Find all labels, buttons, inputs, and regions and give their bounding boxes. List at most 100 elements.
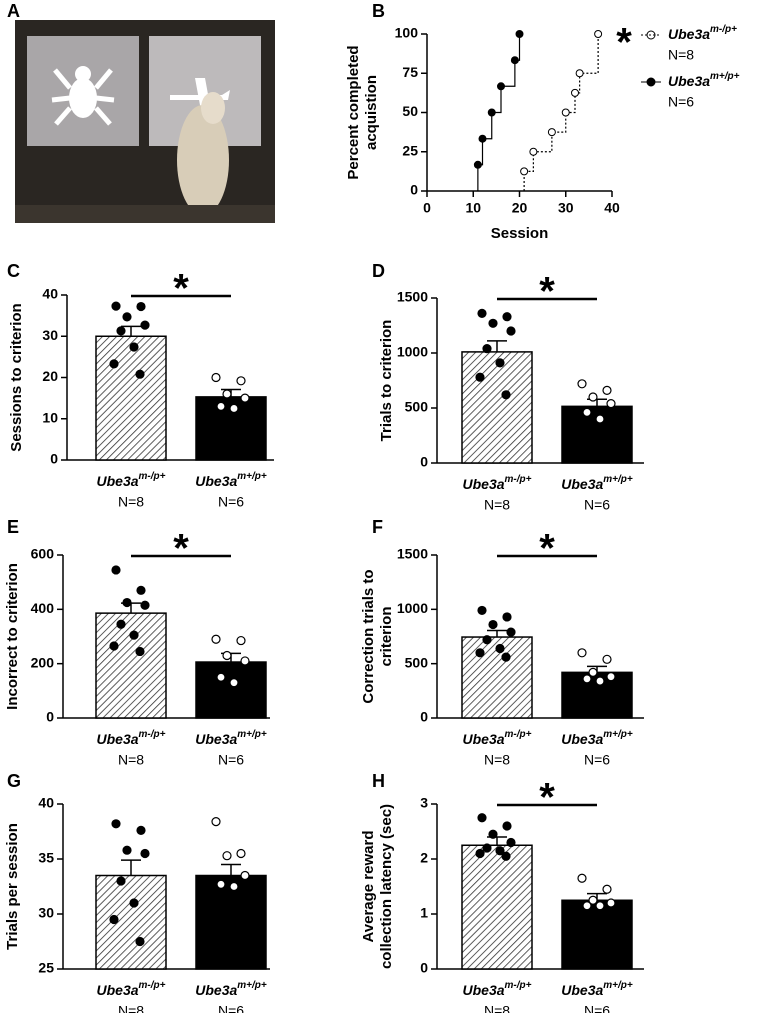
x-tick-label: 10: [465, 200, 481, 216]
data-point: [577, 873, 587, 883]
y-axis-label: Percent completed: [345, 45, 362, 179]
data-point: [488, 829, 498, 839]
genotype-name: Ube3a: [463, 982, 505, 998]
data-point: [502, 821, 512, 831]
bar: [195, 661, 267, 719]
genotype-name: Ube3a: [561, 731, 603, 747]
genotype-superscript: m-/p+: [505, 474, 532, 485]
y-tick-label: 2: [420, 850, 428, 866]
y-axis-label: Average reward: [360, 830, 377, 942]
x-axis-label: Session: [491, 225, 549, 242]
y-tick-label: 3: [420, 795, 428, 811]
data-point: [482, 344, 492, 354]
genotype-name: Ube3a: [561, 982, 603, 998]
data-point: [216, 672, 226, 682]
category-n: N=6: [584, 497, 610, 513]
y-tick-label: 600: [31, 546, 55, 562]
data-point: [515, 30, 524, 38]
data-point: [495, 358, 505, 368]
y-axis-label: Trials per session: [4, 823, 21, 950]
y-tick-label: 0: [46, 709, 54, 725]
genotype-name: Ube3a: [561, 476, 603, 492]
data-point: [482, 635, 492, 645]
y-tick-label: 35: [38, 850, 54, 866]
data-point: [236, 848, 246, 859]
data-point: [602, 385, 612, 395]
data-point: [140, 848, 150, 859]
y-axis-label: Sessions to criterion: [8, 303, 25, 451]
category-n: N=8: [118, 494, 144, 510]
data-point: [122, 845, 132, 855]
category-n: N=6: [584, 1003, 610, 1013]
data-point: [495, 643, 505, 654]
y-tick-label: 100: [395, 25, 419, 41]
bar: [461, 844, 533, 970]
genotype-superscript: m-/p+: [710, 24, 737, 35]
genotype-superscript: m-/p+: [505, 729, 532, 740]
step-line: [523, 34, 599, 191]
data-point: [216, 401, 226, 411]
data-point: [111, 301, 121, 311]
category-n: N=8: [484, 752, 510, 768]
genotype-label: Ube3am-/p+: [463, 980, 532, 998]
significance: *: [539, 776, 555, 820]
data-point: [502, 612, 512, 622]
category-n: N=6: [218, 752, 244, 768]
data-point: [501, 390, 511, 400]
genotype-label: Ube3am-/p+: [463, 729, 532, 747]
data-point: [140, 320, 150, 330]
data-point: [588, 667, 598, 677]
panel-label: A: [7, 1, 20, 21]
data-point: [111, 819, 121, 829]
data-point: [109, 914, 119, 925]
data-point: [129, 342, 139, 352]
data-point: [236, 635, 246, 646]
genotype-superscript: m+/p+: [237, 980, 267, 991]
data-point: [473, 160, 482, 169]
data-point: [502, 312, 512, 322]
data-point: [109, 359, 119, 369]
bar: [95, 874, 167, 970]
data-point: [129, 898, 139, 908]
category-n: N=6: [218, 494, 244, 510]
data-point: [594, 30, 603, 38]
data-point: [595, 901, 605, 911]
category-n: N=8: [484, 1003, 510, 1013]
legend-n: N=8: [668, 47, 694, 63]
data-point: [488, 318, 498, 328]
genotype-label: Ube3am+/p+: [195, 471, 267, 489]
data-point: [122, 312, 132, 322]
genotype-name: Ube3a: [668, 73, 710, 89]
genotype-label: Ube3am-/p+: [668, 24, 737, 42]
data-point: [135, 936, 145, 947]
y-tick-label: 0: [50, 451, 58, 467]
y-tick-label: 1500: [397, 289, 428, 305]
data-point: [222, 389, 232, 399]
category-n: N=6: [218, 1003, 244, 1013]
genotype-superscript: m+/p+: [710, 71, 740, 82]
y-axis-label: collection latency (sec): [378, 804, 395, 969]
data-point: [475, 848, 485, 859]
data-point: [547, 128, 556, 137]
data-point: [229, 403, 239, 414]
y-axis-label: Correction trials to: [360, 569, 377, 703]
significance: *: [173, 267, 189, 311]
data-point: [229, 881, 239, 892]
genotype-label: Ube3am+/p+: [668, 71, 740, 89]
data-point: [501, 851, 511, 861]
bar: [461, 351, 533, 464]
data-point: [495, 846, 505, 856]
category-n: N=8: [118, 752, 144, 768]
y-tick-label: 0: [420, 454, 428, 470]
data-point: [506, 627, 516, 637]
data-point: [240, 393, 250, 403]
data-point: [501, 652, 511, 662]
genotype-name: Ube3a: [97, 473, 139, 489]
data-point: [111, 565, 121, 575]
genotype-superscript: m+/p+: [603, 980, 633, 991]
y-tick-label: 75: [402, 64, 418, 80]
bar: [95, 612, 167, 719]
significance: *: [539, 527, 555, 571]
y-tick-label: 500: [405, 654, 429, 670]
data-point: [116, 876, 126, 886]
